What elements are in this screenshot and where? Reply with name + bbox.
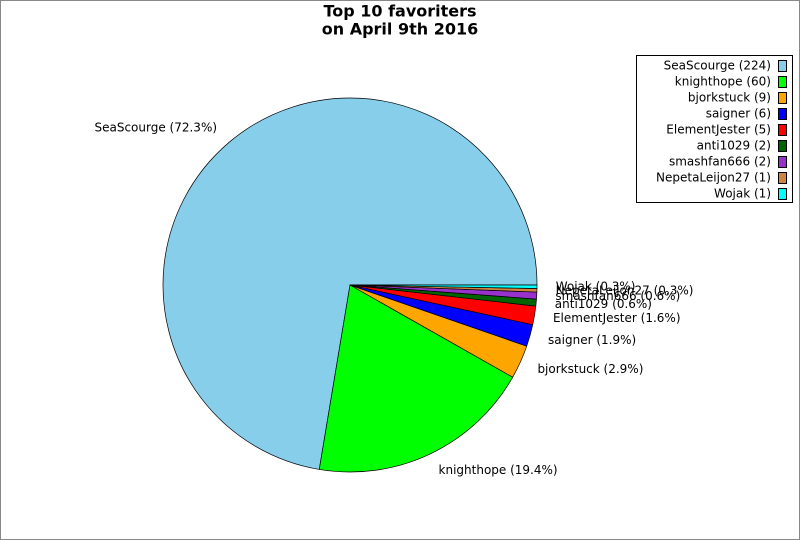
legend-label: NepetaLeijon27 (1): [656, 171, 771, 185]
slice-label: saigner (1.9%): [548, 333, 636, 347]
legend-label: smashfan666 (2): [669, 155, 771, 169]
pie-slice: [349, 284, 538, 289]
legend-swatch: [778, 172, 787, 184]
chart-title: Top 10 favoriters: [323, 2, 476, 21]
legend-swatch: [778, 140, 787, 152]
legend-swatch: [778, 108, 787, 120]
slice-label: Wojak (0.3%): [556, 279, 636, 293]
legend-label: knighthope (60): [675, 75, 771, 89]
slice-label: knighthope (19.4%): [439, 463, 558, 477]
slice-label: smashfan666 (0.6%): [555, 289, 680, 303]
legend-label: anti1029 (2): [697, 139, 771, 153]
slice-label: ElementJester (1.6%): [553, 311, 681, 325]
legend-swatch: [778, 92, 787, 104]
slice-label: bjorkstuck (2.9%): [537, 362, 643, 376]
chart-subtitle: on April 9th 2016: [322, 20, 479, 39]
legend-label: SeaScourge (224): [664, 59, 771, 73]
legend-label: saigner (6): [706, 107, 771, 121]
slice-label: SeaScourge (72.3%): [94, 121, 217, 135]
legend-label: ElementJester (5): [666, 123, 771, 137]
legend-box: [636, 55, 793, 203]
legend-swatch: [778, 76, 787, 88]
legend-label: bjorkstuck (9): [688, 91, 771, 105]
pie-slice: [318, 284, 514, 473]
legend-swatch: [778, 124, 787, 136]
legend-swatch: [778, 60, 787, 72]
legend-swatch: [778, 156, 787, 168]
legend-label: Wojak (1): [714, 187, 771, 201]
slice-label: anti1029 (0.6%): [555, 297, 652, 311]
pie-slice: [162, 97, 538, 470]
slice-label: NepetaLeijon27 (0.3%): [556, 283, 694, 297]
legend-swatch: [778, 188, 787, 200]
